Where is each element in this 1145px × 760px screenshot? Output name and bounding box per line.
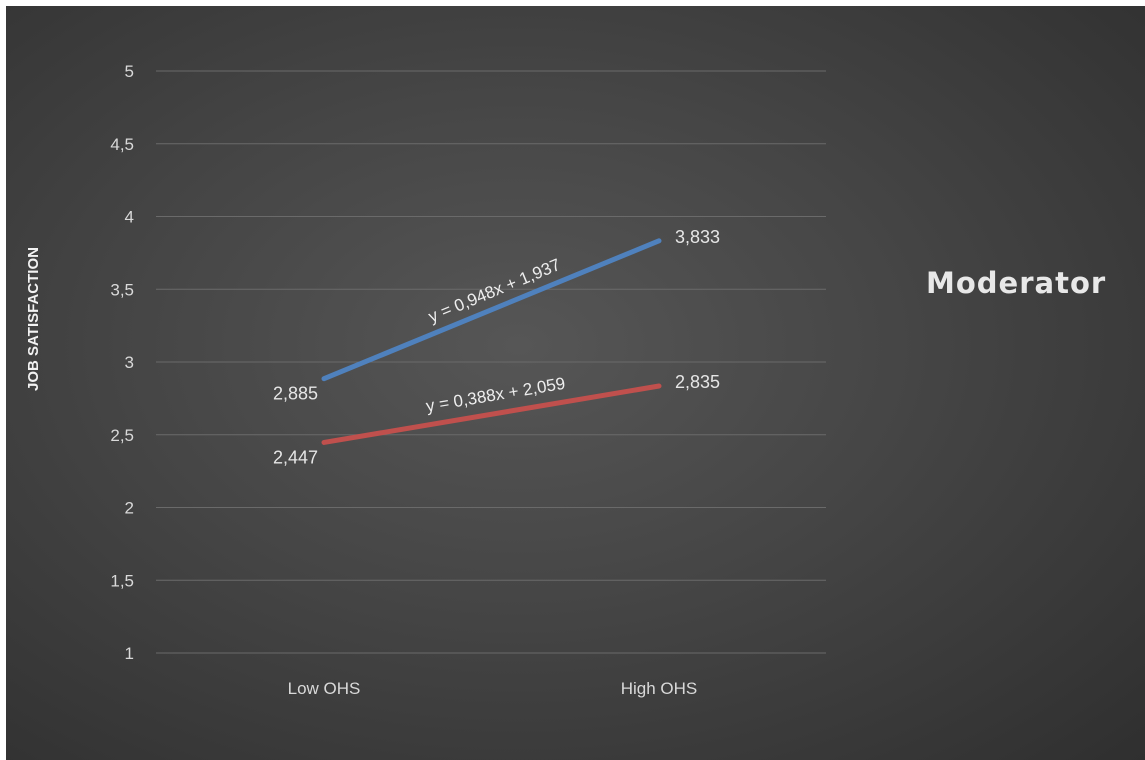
series-lines	[321, 238, 662, 445]
series-line	[321, 383, 662, 445]
y-tick-label: 1,5	[110, 571, 134, 590]
data-label: 3,833	[675, 227, 720, 247]
legend-title: Moderator	[926, 266, 1106, 300]
y-tick-label: 3,5	[110, 280, 134, 299]
y-tick-label: 4,5	[110, 135, 134, 154]
chart-area: 1 1,5 2 2,5 3 3,5 4 4,5 5 Low OHS High OHS 2,885 3…	[6, 6, 1145, 760]
chart-plot: 1 1,5 2 2,5 3 3,5 4 4,5 5 Low OHS High OHS 2,885 3…	[25, 62, 1106, 698]
data-label: 2,835	[675, 372, 720, 392]
y-tick-label: 2	[125, 499, 134, 518]
y-axis-ticks: 1 1,5 2 2,5 3 3,5 4 4,5 5	[110, 62, 134, 663]
y-tick-label: 3	[125, 353, 134, 372]
series-line	[321, 238, 662, 382]
x-axis-ticks: Low OHS High OHS	[288, 679, 698, 698]
data-label: 2,885	[273, 384, 318, 404]
y-tick-label: 4	[125, 208, 134, 227]
y-tick-label: 2,5	[110, 426, 134, 445]
y-tick-label: 5	[125, 62, 134, 81]
y-tick-label: 1	[125, 644, 134, 663]
x-tick-label: Low OHS	[288, 679, 361, 698]
gridlines	[156, 70, 826, 654]
y-axis-title: JOB SATISFACTION	[25, 247, 42, 391]
x-tick-label: High OHS	[621, 679, 698, 698]
trendline-equation: y = 0,388x + 2,059	[425, 374, 567, 416]
data-label: 2,447	[273, 447, 318, 467]
data-labels: 2,885 3,833 2,447 2,835	[273, 227, 720, 468]
